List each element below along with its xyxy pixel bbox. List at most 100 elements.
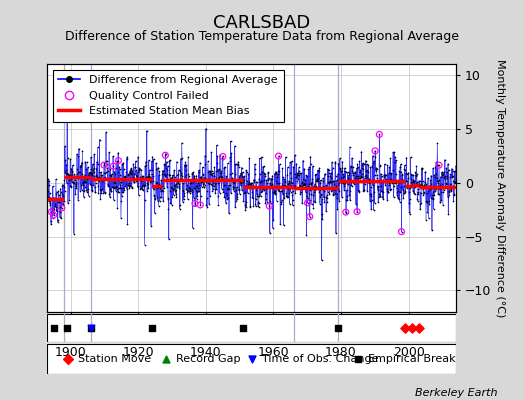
Point xyxy=(260,171,269,177)
Point xyxy=(249,176,258,183)
Point xyxy=(49,195,57,202)
Point xyxy=(389,167,397,173)
Point xyxy=(94,161,102,167)
Point xyxy=(121,173,129,180)
Point xyxy=(381,171,390,178)
Point xyxy=(274,168,282,174)
Point xyxy=(348,164,357,170)
Point xyxy=(299,182,308,188)
Point xyxy=(60,184,68,190)
Point xyxy=(170,167,178,174)
Point xyxy=(188,187,196,193)
Point xyxy=(345,144,354,150)
Point xyxy=(222,200,230,206)
Point xyxy=(244,181,252,187)
Point xyxy=(305,214,314,220)
Point xyxy=(105,191,114,198)
Point xyxy=(87,166,95,172)
Point xyxy=(101,174,110,180)
Point xyxy=(140,183,148,189)
Point xyxy=(87,154,95,160)
Point xyxy=(124,172,133,178)
Point xyxy=(422,217,430,223)
Point xyxy=(43,188,52,194)
Point xyxy=(137,167,145,173)
Point xyxy=(430,206,438,212)
Point xyxy=(90,173,99,179)
Point xyxy=(424,175,432,181)
Point xyxy=(447,166,456,172)
Point xyxy=(324,172,332,179)
Point xyxy=(390,180,399,186)
Point xyxy=(200,174,209,181)
Point xyxy=(179,180,187,187)
Point xyxy=(113,188,122,195)
Point xyxy=(168,194,177,201)
Point xyxy=(295,172,303,178)
Point xyxy=(81,184,89,191)
Point xyxy=(162,174,170,180)
Point xyxy=(140,241,149,248)
Point xyxy=(231,160,239,167)
Point xyxy=(202,201,211,208)
Point xyxy=(432,159,440,166)
Point xyxy=(86,181,94,187)
Point xyxy=(177,170,185,176)
Point xyxy=(432,185,441,191)
Point xyxy=(371,148,379,154)
Point xyxy=(238,179,247,185)
Point xyxy=(60,177,69,183)
Point xyxy=(342,197,351,203)
Point xyxy=(338,164,346,171)
Point xyxy=(387,170,395,176)
Point xyxy=(161,152,170,158)
Point xyxy=(434,191,443,197)
Point xyxy=(332,230,340,236)
Point xyxy=(446,174,454,180)
Point xyxy=(159,171,168,177)
Point xyxy=(146,178,154,185)
Point xyxy=(265,182,273,189)
Point xyxy=(324,179,333,186)
Point xyxy=(278,182,287,188)
Point xyxy=(393,192,401,198)
Point xyxy=(415,183,423,190)
Point xyxy=(376,193,385,200)
Point xyxy=(293,178,301,184)
Point xyxy=(152,185,161,192)
Point xyxy=(116,184,125,191)
Point xyxy=(414,325,423,331)
Point xyxy=(252,201,260,207)
Point xyxy=(397,169,405,175)
Point xyxy=(114,168,122,175)
Point xyxy=(412,172,420,178)
Point xyxy=(449,197,457,204)
Point xyxy=(220,182,228,188)
Point xyxy=(317,190,325,197)
Point xyxy=(304,181,313,187)
Point xyxy=(139,173,148,180)
Point xyxy=(157,188,165,194)
Point xyxy=(313,167,322,173)
Point xyxy=(197,179,205,185)
Point xyxy=(249,203,258,210)
Point xyxy=(257,184,266,190)
Point xyxy=(202,125,210,132)
Point xyxy=(123,154,132,160)
Point xyxy=(439,171,447,177)
Point xyxy=(61,157,70,163)
Point xyxy=(309,163,317,169)
Point xyxy=(94,174,103,180)
Point xyxy=(358,164,366,171)
Point xyxy=(133,175,141,182)
Point xyxy=(397,228,406,235)
Point xyxy=(343,193,351,200)
Point xyxy=(383,162,391,168)
Point xyxy=(48,211,56,217)
Point xyxy=(237,170,245,176)
Point xyxy=(350,179,358,185)
Point xyxy=(372,165,380,172)
Point xyxy=(206,168,214,174)
Point xyxy=(291,152,299,158)
Point xyxy=(439,202,447,208)
